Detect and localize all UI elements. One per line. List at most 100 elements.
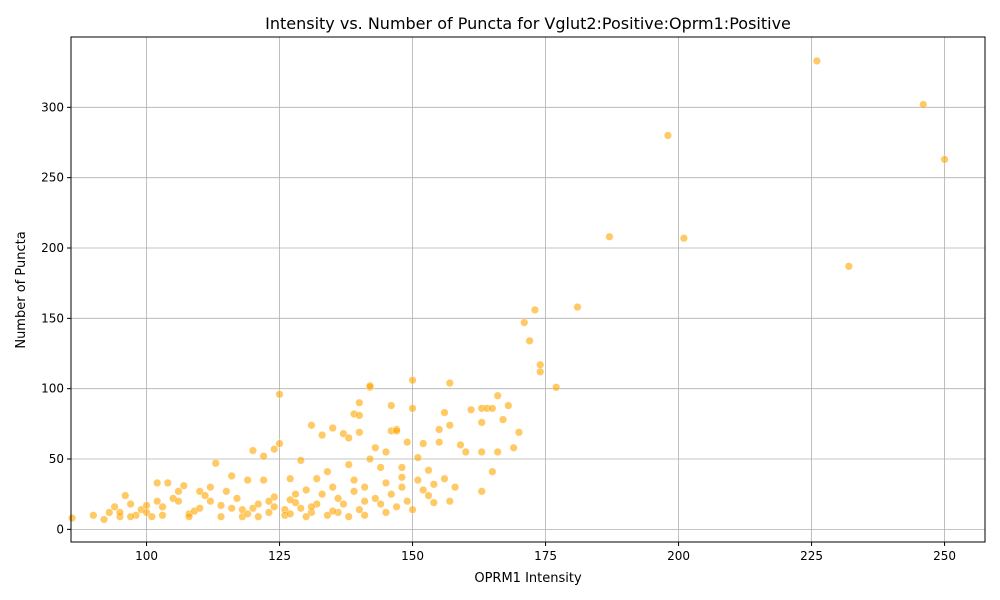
data-point — [355, 411, 364, 420]
data-point — [424, 466, 433, 475]
data-point — [105, 508, 114, 517]
data-point — [254, 499, 263, 509]
data-point — [238, 505, 247, 514]
data-point — [248, 446, 257, 455]
x-tick-label: 225 — [800, 549, 823, 563]
x-axis-label: OPRM1 Intensity — [474, 571, 582, 586]
data-point — [429, 480, 438, 489]
data-point — [254, 512, 263, 521]
data-point — [318, 490, 327, 499]
data-point — [264, 508, 273, 517]
data-point — [477, 487, 486, 496]
data-point — [275, 439, 284, 448]
data-point — [445, 497, 454, 506]
data-point — [488, 467, 497, 476]
data-point — [397, 473, 406, 482]
data-point — [552, 383, 561, 392]
data-point — [812, 56, 821, 65]
data-point — [440, 408, 449, 417]
data-point — [328, 483, 337, 492]
data-point — [344, 460, 353, 469]
y-tick-label: 100 — [41, 382, 64, 396]
x-axis-ticks: 100 125 150 175 200 225 250 — [135, 542, 956, 563]
grid-lines — [71, 37, 985, 542]
data-point — [344, 433, 353, 442]
data-point — [525, 336, 534, 345]
data-point — [461, 447, 470, 457]
data-point — [392, 426, 401, 435]
data-point — [397, 463, 406, 472]
data-point — [456, 440, 465, 449]
data-point — [291, 490, 300, 499]
data-point — [371, 443, 380, 452]
data-point — [408, 404, 417, 413]
data-point — [355, 505, 364, 514]
data-point — [371, 494, 380, 503]
data-point — [403, 438, 412, 447]
data-point — [440, 474, 449, 483]
y-tick-label: 150 — [41, 311, 64, 325]
data-point — [451, 483, 460, 492]
data-point — [99, 515, 109, 524]
data-point — [243, 509, 252, 518]
data-point — [185, 512, 194, 521]
data-point — [387, 401, 396, 410]
data-point — [413, 453, 422, 462]
data-point — [328, 507, 337, 516]
data-point — [355, 428, 364, 437]
data-point — [445, 378, 454, 388]
data-point — [536, 367, 545, 376]
data-point — [397, 483, 406, 492]
data-point — [206, 497, 215, 506]
data-point — [349, 476, 359, 485]
data-point — [509, 443, 518, 452]
data-point — [126, 512, 135, 521]
data-point — [360, 483, 369, 492]
data-point — [142, 501, 151, 510]
y-axis-ticks: 0 50 100 150 200 250 300 — [41, 100, 71, 536]
data-point — [605, 232, 614, 241]
data-point — [302, 512, 311, 521]
y-tick-label: 50 — [49, 452, 64, 466]
data-point — [477, 418, 486, 427]
data-point — [270, 445, 279, 454]
data-point — [349, 487, 359, 496]
data-point — [153, 478, 162, 487]
data-point — [174, 487, 183, 496]
data-point — [504, 401, 513, 410]
data-point — [270, 502, 279, 511]
data-point — [264, 497, 273, 506]
data-point — [408, 505, 417, 514]
x-tick-label: 200 — [667, 549, 690, 563]
data-point — [286, 509, 295, 518]
data-point — [679, 234, 688, 243]
data-point — [286, 495, 295, 504]
data-point — [323, 511, 332, 520]
data-point — [248, 504, 257, 513]
data-point — [302, 485, 311, 495]
data-point — [339, 429, 348, 438]
data-point — [344, 512, 353, 521]
data-point — [419, 439, 428, 448]
data-point — [376, 499, 385, 509]
y-tick-label: 250 — [41, 171, 64, 185]
data-point — [158, 502, 167, 511]
data-point — [201, 491, 210, 500]
data-point — [312, 474, 321, 483]
data-point — [307, 421, 316, 430]
data-point — [216, 501, 226, 510]
x-tick-label: 100 — [135, 549, 158, 563]
data-point — [195, 487, 204, 496]
data-point — [334, 494, 343, 503]
data-point — [222, 487, 231, 496]
data-point — [339, 499, 348, 509]
data-point — [270, 492, 279, 502]
data-point — [211, 459, 220, 468]
data-point — [163, 478, 172, 487]
data-point — [174, 497, 183, 506]
x-tick-label: 250 — [933, 549, 956, 563]
data-point — [121, 491, 130, 500]
data-point — [110, 502, 119, 511]
data-point — [663, 131, 672, 140]
